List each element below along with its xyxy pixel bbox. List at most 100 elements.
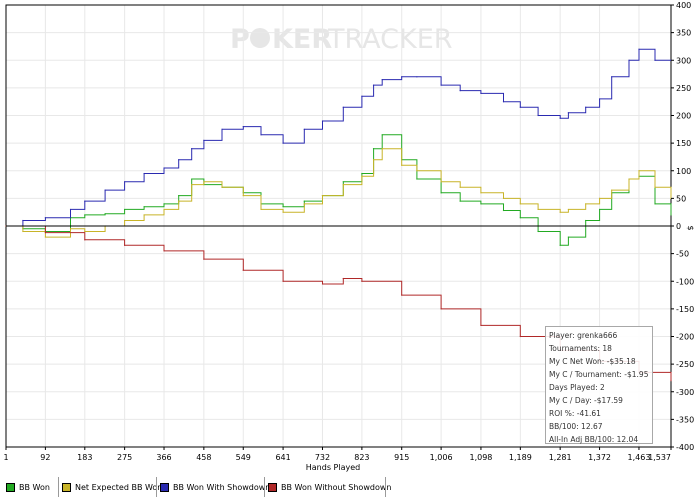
y-tick-label: 100: [676, 167, 691, 176]
x-tick-label: 1,372: [588, 453, 611, 462]
data-point: [440, 308, 442, 310]
series-line-2: [6, 148, 672, 238]
data-point: [69, 228, 72, 230]
data-point: [416, 170, 418, 172]
data-point: [459, 90, 461, 92]
data-point: [416, 76, 418, 78]
data-point: [480, 92, 482, 94]
data-point: [559, 244, 561, 246]
watermark-text-mid: KER: [272, 24, 332, 55]
watermark-text-right: TRACKER: [327, 24, 453, 55]
data-point: [143, 172, 145, 175]
data-point: [303, 200, 305, 202]
data-point: [628, 178, 630, 180]
data-point: [559, 211, 561, 213]
data-point: [203, 139, 205, 141]
data-point: [611, 189, 613, 191]
data-point: [598, 208, 601, 211]
x-tick-label: 1,463: [628, 453, 651, 462]
data-point: [480, 192, 482, 194]
stat-bb100: BB/100: 12.67: [549, 422, 603, 431]
data-point: [260, 134, 262, 136]
data-point: [163, 250, 165, 252]
legend-item-bb-won[interactable]: BB Won: [6, 481, 50, 493]
data-point: [303, 128, 305, 130]
data-point: [381, 134, 383, 136]
data-point: [519, 203, 521, 205]
x-tick-label: 1,281: [549, 453, 572, 462]
y-tick-label: 400: [676, 1, 691, 10]
data-point: [321, 195, 324, 197]
data-point: [191, 178, 193, 180]
y-tick-label: -350: [676, 415, 694, 424]
data-point: [143, 214, 145, 216]
data-point: [401, 76, 403, 78]
data-point: [282, 206, 284, 208]
x-tick-label: 915: [394, 453, 409, 462]
y-tick-label: 0: [676, 222, 681, 231]
data-point: [44, 232, 46, 234]
stat-allin-bb100: All-In Adj BB/100: 12.04: [549, 435, 639, 444]
x-tick-label: 458: [196, 453, 211, 462]
legend-item-with-showdown[interactable]: BB Won With Showdown: [160, 481, 270, 493]
data-point: [178, 195, 180, 197]
y-axis-label: $: [686, 225, 695, 230]
winnings-chart: P KER TRACKER 400 350 300 250 200 150 100 50 0 -5…: [3, 1, 695, 472]
data-point: [163, 167, 165, 169]
legend-swatch: [6, 482, 15, 492]
data-point: [124, 181, 126, 183]
legend-item-without-showdown[interactable]: BB Won Without Showdown: [268, 481, 391, 493]
data-point: [282, 280, 284, 282]
data-point: [519, 106, 521, 108]
data-point: [567, 112, 569, 114]
data-point: [342, 181, 344, 183]
x-tick-label: 1: [3, 453, 8, 462]
y-tick-label: -300: [676, 388, 694, 397]
data-point: [282, 211, 284, 213]
data-point: [143, 206, 145, 208]
stat-days-played: Days Played: 2: [549, 383, 605, 392]
data-point: [104, 213, 106, 215]
data-point: [221, 186, 223, 188]
legend-divider: [156, 477, 157, 497]
data-point: [628, 59, 630, 61]
data-point: [321, 120, 324, 122]
data-point: [638, 170, 640, 172]
y-tick-label: 50: [676, 194, 686, 203]
data-point: [381, 78, 383, 81]
stat-roi: ROI %: -41.61: [549, 409, 601, 418]
stat-net-won: My C Net Won: -$35.18: [549, 357, 636, 366]
data-point: [440, 181, 442, 183]
data-point: [480, 203, 482, 205]
data-point: [372, 148, 375, 150]
data-point: [559, 117, 561, 119]
legend-item-net-expected[interactable]: Net Expected BB Won: [62, 481, 162, 493]
data-point: [361, 95, 363, 97]
legend-swatch: [268, 482, 277, 492]
data-point: [585, 219, 587, 222]
data-point: [342, 106, 344, 108]
x-tick-label: 275: [117, 453, 132, 462]
data-point: [361, 172, 363, 175]
watermark-chip-icon: [250, 28, 270, 48]
data-point: [537, 230, 539, 233]
watermark-text-left: P: [230, 24, 250, 55]
x-tick-label: 92: [40, 453, 50, 462]
data-point: [84, 230, 86, 233]
data-point: [69, 208, 72, 211]
x-tick-label: 1,098: [469, 453, 492, 462]
data-point: [598, 98, 601, 100]
watermark: P KER TRACKER: [230, 24, 453, 55]
data-point: [178, 159, 180, 161]
data-point: [638, 48, 640, 50]
x-tick-label: 641: [275, 453, 290, 462]
x-tick-label: 549: [236, 453, 251, 462]
y-axis: 400 350 300 250 200 150 100 50 0 -50 -100 -150 -200 -…: [671, 1, 694, 452]
x-tick-label: 732: [315, 453, 330, 462]
data-point: [342, 277, 344, 280]
legend-divider: [385, 477, 386, 497]
data-point: [203, 181, 205, 183]
y-tick-label: -100: [676, 277, 694, 286]
series-line-3: [6, 48, 671, 227]
data-point: [84, 200, 86, 202]
